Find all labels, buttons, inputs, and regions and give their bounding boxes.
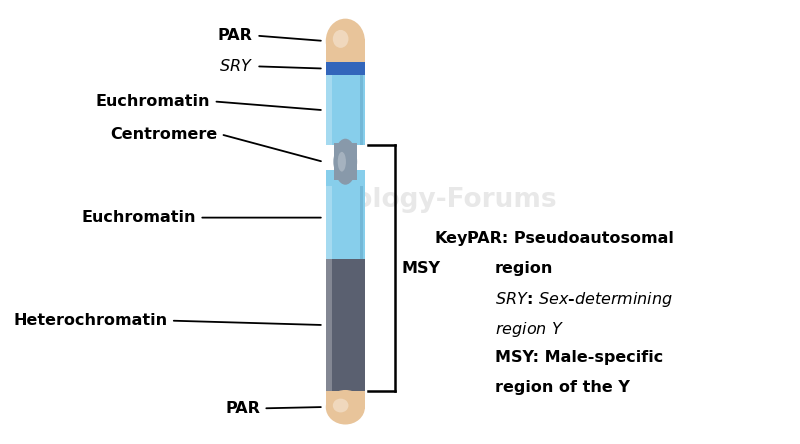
Ellipse shape	[334, 140, 357, 183]
Bar	[326, 75, 365, 145]
Text: $\mathit{region}$ $\mathit{Y}$: $\mathit{region}$ $\mathit{Y}$	[494, 320, 564, 339]
Text: PAR: Pseudoautosomal: PAR: Pseudoautosomal	[467, 231, 674, 246]
Bar	[326, 75, 332, 145]
Ellipse shape	[326, 19, 365, 63]
Bar	[326, 145, 365, 178]
Text: region of the Y: region of the Y	[494, 380, 630, 395]
Bar	[326, 178, 365, 259]
Text: MSY: MSY	[402, 261, 441, 276]
Bar	[326, 388, 365, 409]
Bar	[326, 170, 365, 186]
Ellipse shape	[326, 390, 365, 424]
Text: PAR: PAR	[225, 401, 260, 416]
Bar	[360, 75, 362, 145]
Text: MSY: Male-specific: MSY: Male-specific	[494, 350, 663, 365]
Text: Biology-Forums: Biology-Forums	[326, 187, 558, 213]
Bar	[326, 62, 365, 75]
Bar	[334, 143, 357, 180]
Bar	[326, 39, 365, 66]
Text: Heterochromatin: Heterochromatin	[14, 313, 167, 328]
Bar	[326, 259, 365, 391]
Text: region: region	[494, 261, 553, 276]
Ellipse shape	[333, 30, 349, 48]
Bar	[326, 178, 332, 259]
Text: Euchromatin: Euchromatin	[96, 94, 210, 109]
Ellipse shape	[338, 152, 346, 171]
Bar	[326, 62, 365, 75]
Text: PAR: PAR	[218, 28, 253, 43]
Text: $\mathbf{\it{SRY}}$: $\mathbf{\it{SRY}}$	[218, 58, 253, 74]
Text: Centromere: Centromere	[110, 127, 218, 142]
Ellipse shape	[333, 399, 349, 412]
Text: Euchromatin: Euchromatin	[82, 210, 196, 225]
Text: $\mathit{SRY}$: $\mathit{Sex}$-$\mathit{determining}$: $\mathit{SRY}$: $\mathit{Sex}$-$\mathit{…	[494, 290, 673, 309]
Text: Key:: Key:	[434, 231, 474, 246]
Bar	[326, 259, 332, 391]
Bar	[360, 178, 362, 259]
Ellipse shape	[334, 139, 357, 185]
